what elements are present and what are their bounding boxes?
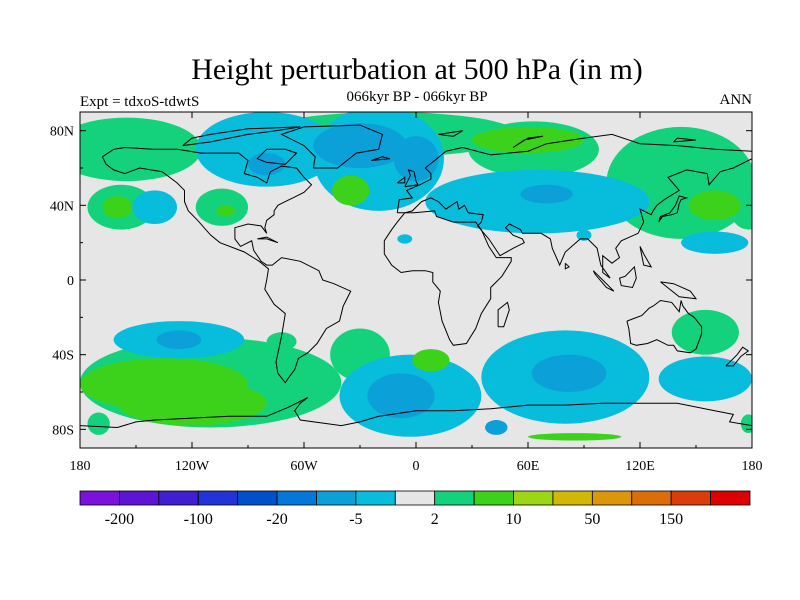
lat-tick-label-4: 80S <box>52 423 74 438</box>
field-region-31 <box>485 420 508 435</box>
field-region-35 <box>688 190 741 221</box>
colorbar-swatch-6 <box>316 490 357 506</box>
colorbar-swatch-0 <box>79 490 120 506</box>
field-region-26 <box>393 136 439 182</box>
colorbar-swatch-9 <box>434 490 475 506</box>
coastline-0 <box>101 146 352 384</box>
lat-tick-label-1: 40N <box>50 199 74 214</box>
coastline-21 <box>512 135 543 148</box>
field-region-34 <box>102 196 133 219</box>
field-region-6 <box>729 184 752 230</box>
field-region-24 <box>247 153 286 176</box>
field-layer <box>80 112 752 441</box>
field-region-27 <box>156 330 202 350</box>
field-region-37 <box>117 380 267 426</box>
colorbar-swatch-13 <box>591 490 633 506</box>
coastline-22 <box>673 137 697 143</box>
coastline-6 <box>404 169 419 188</box>
colorbar-swatch-11 <box>513 490 554 506</box>
field-region-39 <box>472 126 584 154</box>
plot-title: Height perturbation at 500 hPa (in m) <box>191 53 643 86</box>
colorbar-swatch-2 <box>158 490 199 506</box>
coastline-4 <box>626 299 703 354</box>
coastline-19 <box>564 262 570 270</box>
colorbar-label-3: -5 <box>349 511 362 528</box>
plot-subtitle: 066kyr BP - 066kyr BP <box>346 89 488 105</box>
colorbar-swatch-12 <box>552 490 593 506</box>
field-region-11 <box>87 412 110 435</box>
colorbar-swatch-5 <box>276 490 317 506</box>
axis-layer: 80N 40N 0 40S 80S 180 120W 60W 0 60E 120E 180 <box>50 112 763 474</box>
colorbar-swatch-1 <box>119 490 160 506</box>
coastline-5 <box>80 397 752 429</box>
lat-tick-label-0: 80N <box>50 125 74 140</box>
field-region-1 <box>80 117 202 182</box>
coastline-8 <box>658 195 689 223</box>
field-region-10 <box>266 332 297 351</box>
coastline-16 <box>182 126 301 147</box>
field-region-22 <box>658 356 752 402</box>
coastline-10 <box>725 346 750 367</box>
lat-tick-label-2: 0 <box>67 274 74 289</box>
colorbar-swatch-8 <box>394 490 436 506</box>
lat-tick-label-3: 40S <box>52 349 74 364</box>
lon-tick-label-3: 0 <box>413 459 420 474</box>
coastline-12 <box>619 265 637 289</box>
colorbar-swatch-10 <box>473 490 514 506</box>
colorbar-swatch-14 <box>631 490 672 506</box>
colorbar-label-4: 2 <box>431 511 439 528</box>
colorbar-label-1: -100 <box>184 511 213 528</box>
field-region-32 <box>332 175 370 206</box>
coastline-2 <box>396 133 752 279</box>
colorbar-label-2: -20 <box>266 511 287 528</box>
colorbar: -200 -100 -20 -5 2 10 50 150 <box>79 490 751 528</box>
coastline-15 <box>256 148 298 165</box>
coastline-17 <box>257 236 279 244</box>
coastline-7 <box>397 176 406 184</box>
colorbar-label-5: 10 <box>506 511 522 528</box>
field-region-29 <box>367 373 435 419</box>
field-region-40 <box>528 433 622 441</box>
field-region-16 <box>132 190 178 224</box>
field-region-4 <box>606 126 752 239</box>
coastline-3 <box>383 210 512 346</box>
colorbar-swatch-4 <box>237 490 278 506</box>
field-region-25 <box>313 123 407 168</box>
lon-tick-label-5: 120E <box>625 459 655 474</box>
colorbar-label-7: 150 <box>659 511 683 528</box>
field-region-38 <box>412 349 450 372</box>
colorbar-swatch-15 <box>670 490 711 506</box>
lon-tick-label-2: 60W <box>290 459 318 474</box>
field-region-30 <box>531 354 607 393</box>
coastline-18 <box>639 246 653 268</box>
coastline-14 <box>371 156 391 161</box>
field-region-12 <box>740 414 752 434</box>
lon-tick-label-0: 180 <box>70 459 91 474</box>
coastline-1 <box>280 124 383 169</box>
field-region-28 <box>520 184 573 204</box>
lon-tick-label-1: 120W <box>175 459 210 474</box>
colorbar-label-6: 50 <box>584 511 600 528</box>
coastline-11 <box>592 270 615 292</box>
lon-tick-label-4: 60E <box>517 459 540 474</box>
field-region-17 <box>681 231 749 254</box>
field-region-18 <box>397 234 413 244</box>
field-region-23 <box>576 229 592 241</box>
coastline-9 <box>497 301 510 328</box>
coastline-13 <box>660 281 698 300</box>
field-region-8 <box>671 309 739 355</box>
field-region-33 <box>216 205 235 217</box>
colorbar-swatch-16 <box>710 490 751 506</box>
colorbar-label-0: -200 <box>105 511 134 528</box>
season-label: ANN <box>719 92 753 108</box>
colorbar-swatch-3 <box>197 490 239 506</box>
experiment-label: Expt = tdxoS-tdwtS <box>80 94 200 110</box>
lon-tick-label-6: 180 <box>742 459 763 474</box>
colorbar-swatch-7 <box>355 490 396 506</box>
coastline-20 <box>438 130 463 137</box>
coastline-layer <box>80 124 752 429</box>
